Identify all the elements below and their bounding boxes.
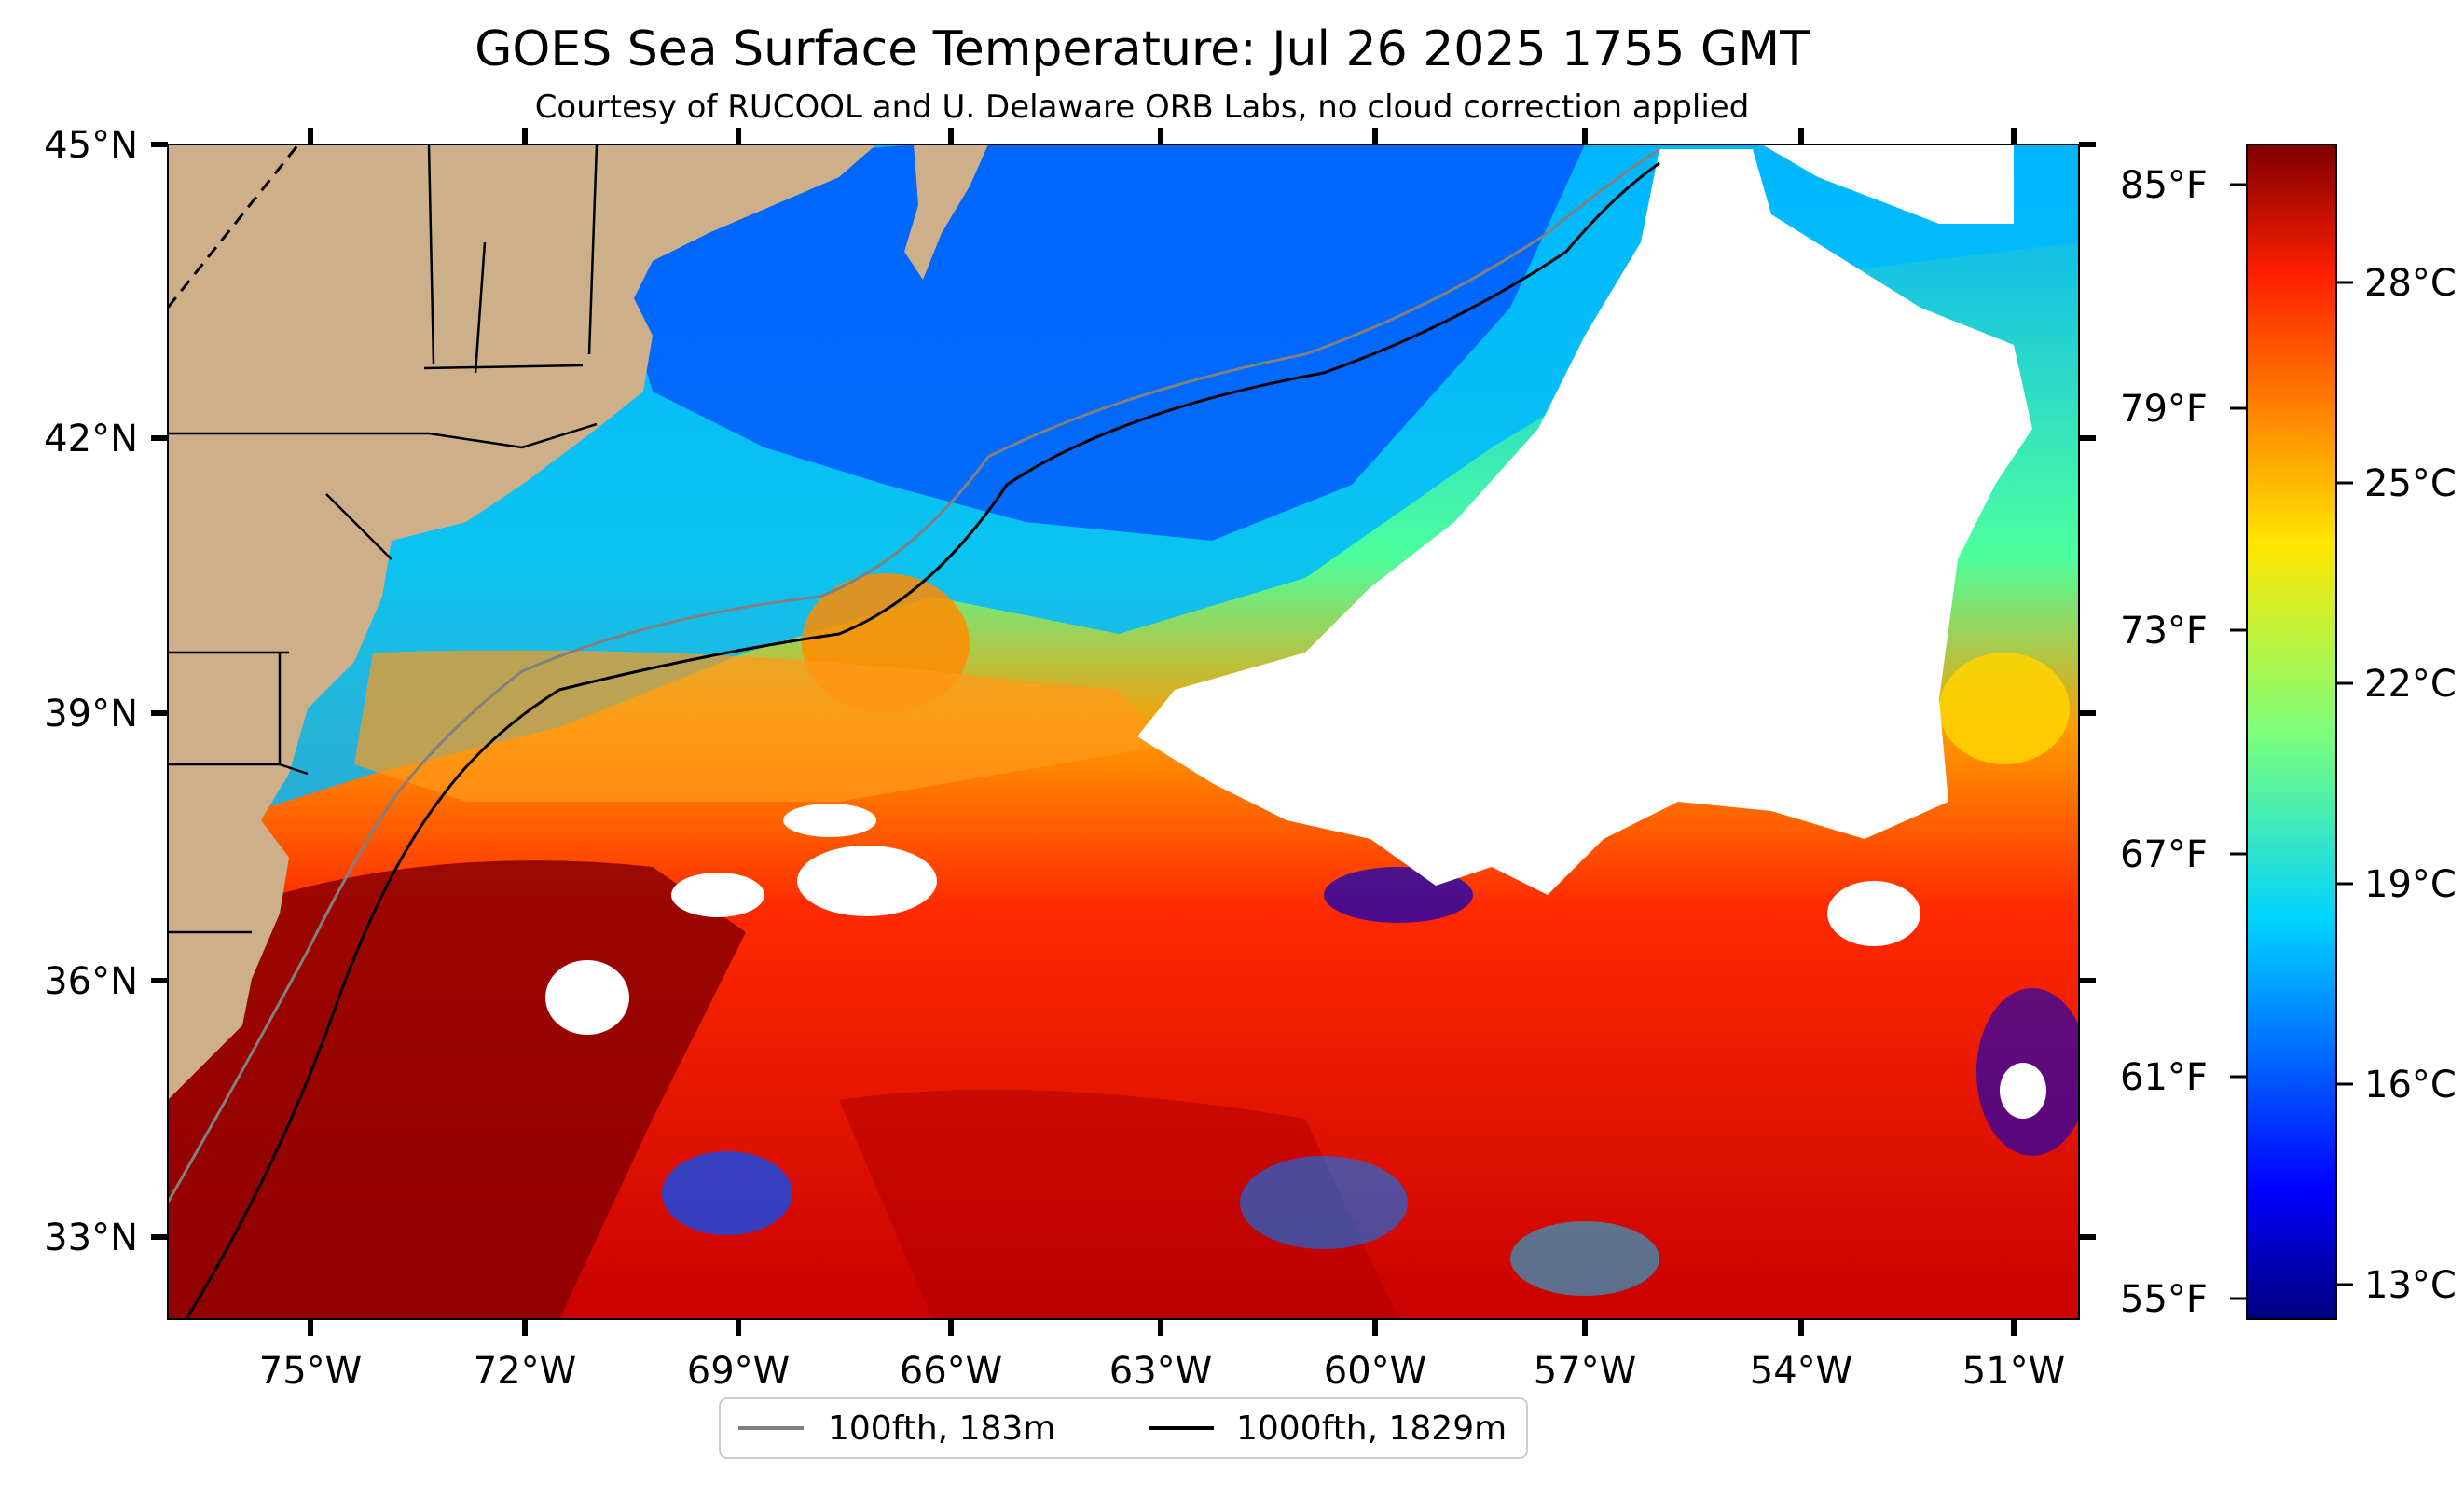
colorbar: 85°F 79°F 73°F 67°F 61°F 55°F 28°C 25°C 22°C 19°C…: [2120, 144, 2457, 1321]
lon-tick-label: 60°W: [1324, 1350, 1426, 1393]
lon-tick-label: 72°W: [474, 1350, 576, 1393]
international-border: [168, 144, 300, 309]
legend-label-1000fth: 1000fth, 1829m: [1236, 1409, 1507, 1448]
contour-100fth: [168, 147, 1660, 1203]
fahrenheit-tick-label: 61°F: [2120, 1056, 2208, 1099]
cold-gulf-of-maine-water: [606, 144, 1585, 541]
celsius-tick-label: 13°C: [2364, 1264, 2457, 1307]
lon-tick-label: 57°W: [1534, 1350, 1636, 1393]
nova-scotia-land: [904, 144, 988, 280]
lat-tick-label: 42°N: [44, 418, 138, 461]
legend: 100fth, 183m 1000fth, 1829m: [719, 1397, 1528, 1459]
legend-box: [719, 1397, 1528, 1459]
celsius-tick-label: 19°C: [2364, 863, 2457, 906]
contour-1000fth: [185, 161, 1660, 1319]
celsius-tick-label: 25°C: [2364, 462, 2457, 505]
warm-slope-water: [354, 650, 1165, 802]
figure-subtitle: Courtesy of RUCOOL and U. Delaware ORB L…: [535, 89, 1750, 126]
lat-tick-label: 39°N: [44, 693, 138, 736]
celsius-tick-label: 16°C: [2364, 1064, 2457, 1107]
lon-tick-label: 66°W: [900, 1350, 1002, 1393]
colorbar-gradient: [2246, 144, 2337, 1320]
lon-tick-label: 51°W: [1962, 1350, 2065, 1393]
colorbar-ticks: 85°F 79°F 73°F 67°F 61°F 55°F 28°C 25°C 22°C 19°C…: [2120, 164, 2457, 1321]
lon-tick-label: 75°W: [259, 1350, 362, 1393]
lat-tick-label: 33°N: [44, 1217, 138, 1259]
celsius-tick-label: 28°C: [2364, 262, 2457, 305]
lat-tick-label: 36°N: [44, 960, 138, 1003]
celsius-tick-label: 22°C: [2364, 663, 2457, 706]
fahrenheit-tick-label: 67°F: [2120, 833, 2208, 876]
figure-title: GOES Sea Surface Temperature: Jul 26 202…: [475, 21, 1810, 77]
lon-tick-label: 54°W: [1750, 1350, 1852, 1393]
axis-ticks: 45°N 42°N 39°N 36°N 33°N 75°W 72°W 69°W 66°W 63°W…: [44, 124, 2096, 1393]
fahrenheit-tick-label: 55°F: [2120, 1278, 2208, 1321]
lat-tick-label: 45°N: [44, 124, 138, 167]
cloud-mask: [1137, 149, 2032, 895]
land-mass: [168, 144, 876, 1100]
map-frame: [167, 144, 2080, 1320]
fahrenheit-tick-label: 85°F: [2120, 164, 2208, 207]
lon-tick-label: 69°W: [687, 1350, 790, 1393]
state-borders: [168, 144, 599, 934]
fahrenheit-tick-label: 73°F: [2120, 610, 2208, 653]
fahrenheit-tick-label: 79°F: [2120, 388, 2208, 431]
lon-tick-label: 63°W: [1109, 1350, 1212, 1393]
sst-map: [168, 144, 2079, 1319]
legend-label-100fth: 100fth, 183m: [828, 1409, 1055, 1448]
